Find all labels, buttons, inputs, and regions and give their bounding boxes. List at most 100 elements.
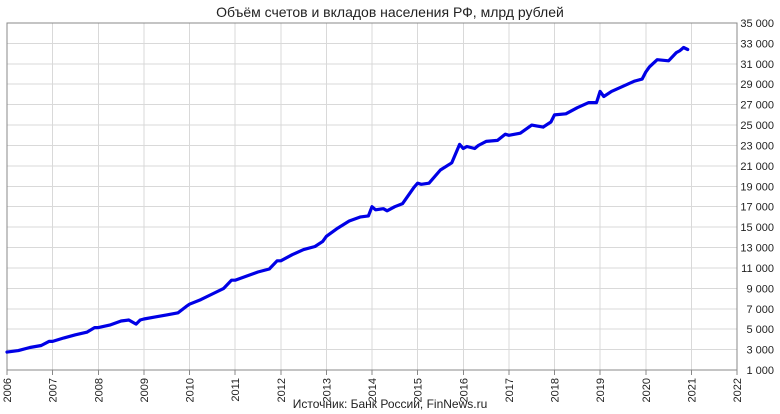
data-point <box>85 331 89 334</box>
data-point <box>336 226 339 230</box>
data-point <box>279 259 282 262</box>
data-point <box>176 311 180 315</box>
x-tick-label: 2015 <box>413 378 425 402</box>
data-point <box>458 143 461 146</box>
x-tick-label: 2010 <box>185 378 197 402</box>
data-point <box>675 51 678 54</box>
data-point <box>199 298 203 301</box>
data-point <box>165 313 168 317</box>
data-point <box>549 120 553 124</box>
y-tick-label: 25 000 <box>740 120 774 132</box>
data-point <box>184 305 188 308</box>
data-point <box>678 49 682 52</box>
chart-title: Объём счетов и вкладов населения РФ, млр… <box>216 4 564 20</box>
x-tick-label: 2018 <box>550 378 562 402</box>
data-point <box>93 326 96 329</box>
x-tick-label: 2007 <box>48 378 60 402</box>
data-point <box>321 240 324 243</box>
x-tick-label: 2014 <box>367 378 379 402</box>
y-tick-label: 35 000 <box>740 18 774 30</box>
data-point <box>595 101 598 104</box>
data-point <box>28 346 32 349</box>
data-point <box>256 270 260 274</box>
data-point <box>504 133 507 136</box>
data-point <box>519 132 522 135</box>
data-point <box>382 207 385 210</box>
x-tick-label: 2008 <box>93 378 105 402</box>
data-point <box>682 46 685 49</box>
data-point <box>134 322 138 326</box>
data-point <box>245 274 248 278</box>
data-point <box>62 336 66 340</box>
data-point <box>587 101 590 104</box>
y-tick-label: 23 000 <box>740 140 774 152</box>
chart-source: Источник: Банк России, FinNews.ru <box>293 397 488 411</box>
y-tick-label: 21 000 <box>740 161 774 173</box>
x-tick-label: 2016 <box>458 378 470 402</box>
y-tick-label: 31 000 <box>740 59 774 71</box>
data-point <box>139 318 142 322</box>
data-point <box>119 319 123 323</box>
y-tick-label: 7 000 <box>746 304 774 316</box>
y-tick-label: 13 000 <box>740 243 774 255</box>
x-tick-label: 2020 <box>641 378 653 402</box>
data-point <box>640 77 644 81</box>
data-point <box>347 219 351 223</box>
plot-frame <box>6 22 738 371</box>
data-point <box>74 333 77 336</box>
x-tick-label: 2017 <box>504 378 516 402</box>
data-point <box>667 59 670 62</box>
data-point <box>553 113 556 117</box>
grid-layer <box>6 22 738 371</box>
axis-layer <box>6 22 738 375</box>
x-tick-label: 2006 <box>2 378 14 402</box>
x-tick-labels: 2006 2007 2008 2009 2010 2011 2012 2013 2014 2015… <box>2 378 744 402</box>
data-point <box>633 79 636 83</box>
data-point <box>648 65 651 69</box>
data-point <box>450 161 454 165</box>
y-tick-label: 11 000 <box>741 263 774 275</box>
data-point <box>655 58 659 61</box>
data-point <box>465 145 469 148</box>
data-point <box>644 70 647 74</box>
y-tick-label: 9 000 <box>746 283 774 295</box>
data-point <box>313 245 317 248</box>
x-tick-label: 2009 <box>139 378 151 402</box>
data-point <box>302 248 305 251</box>
data-point <box>142 317 146 321</box>
data-point <box>621 85 625 88</box>
data-point <box>484 140 488 143</box>
data-point <box>462 147 465 150</box>
data-point <box>268 267 271 271</box>
x-tick-label: 2011 <box>230 378 242 402</box>
data-point <box>290 253 294 256</box>
data-point <box>427 182 431 185</box>
data-point <box>40 344 43 347</box>
data-point <box>17 349 20 352</box>
data-point <box>602 95 605 98</box>
data-point <box>416 182 419 185</box>
y-tick-label: 19 000 <box>740 181 774 193</box>
data-point <box>541 125 545 129</box>
y-tick-label: 33 000 <box>740 38 774 50</box>
y-tick-label: 29 000 <box>740 79 774 91</box>
data-point <box>420 183 423 186</box>
data-point <box>576 106 579 109</box>
data-point <box>51 340 54 343</box>
data-point <box>412 186 416 189</box>
data-point <box>188 302 191 306</box>
data-point <box>564 112 568 116</box>
data-point <box>233 278 237 282</box>
data-point <box>127 318 131 322</box>
data-point <box>598 90 602 93</box>
y-tick-label: 27 000 <box>740 100 774 112</box>
data-point <box>222 287 225 290</box>
x-tick-label: 2013 <box>321 378 333 402</box>
x-tick-label: 2022 <box>732 378 744 402</box>
data-point <box>325 235 328 238</box>
x-tick-label: 2012 <box>276 378 288 402</box>
data-point <box>496 139 499 142</box>
data-point <box>393 205 397 208</box>
data-point <box>230 278 233 282</box>
